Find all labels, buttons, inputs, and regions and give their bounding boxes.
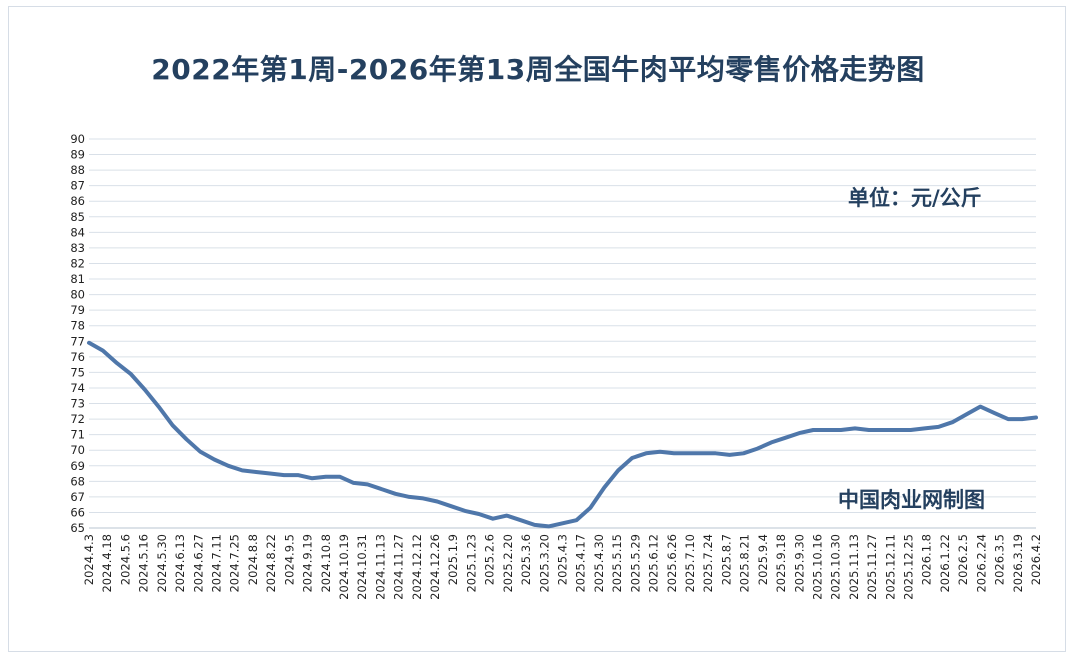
x-tick-label: 2024.6.13 <box>173 534 187 593</box>
x-tick-label: 2025.9.4 <box>756 534 770 585</box>
x-tick-label: 2025.9.30 <box>792 534 806 593</box>
x-tick-label: 2024.9.19 <box>301 534 315 593</box>
x-tick-label: 2024.7.25 <box>228 534 242 593</box>
y-tick-label: 83 <box>70 241 85 255</box>
y-tick-label: 90 <box>70 132 85 146</box>
x-tick-label: 2025.4.30 <box>592 534 606 593</box>
series-line <box>87 340 1038 529</box>
x-tick-label: 2025.10.30 <box>829 534 843 600</box>
x-tick-label: 2025.12.11 <box>883 534 897 600</box>
y-tick-label: 76 <box>70 350 85 364</box>
x-tick-label: 2024.6.27 <box>191 534 205 593</box>
y-tick-label: 78 <box>70 319 85 333</box>
y-tick-label: 88 <box>70 163 85 177</box>
x-tick-label: 2025.1.23 <box>464 534 478 593</box>
x-tick-label: 2024.8.22 <box>264 534 278 593</box>
x-tick-label: 2025.7.24 <box>701 534 715 593</box>
y-tick-label: 74 <box>70 381 85 395</box>
x-tick-label: 2025.11.27 <box>865 534 879 600</box>
x-tick-label: 2025.3.6 <box>519 534 533 585</box>
x-tick-label: 2024.10.31 <box>355 534 369 600</box>
x-tick-label: 2024.8.8 <box>246 534 260 585</box>
y-tick-label: 67 <box>70 490 85 504</box>
x-tick-label: 2025.10.16 <box>810 534 824 600</box>
y-tick-label: 72 <box>70 412 85 426</box>
x-tick-label: 2026.1.8 <box>920 534 934 585</box>
y-tick-label: 65 <box>70 521 85 535</box>
y-tick-label: 68 <box>70 474 85 488</box>
y-tick-label: 87 <box>70 179 85 193</box>
y-tick-label: 79 <box>70 303 85 317</box>
x-tick-label: 2025.11.13 <box>847 534 861 600</box>
x-tick-label: 2025.9.18 <box>774 534 788 593</box>
x-tick-label: 2026.3.5 <box>993 534 1007 585</box>
x-tick-label: 2024.5.30 <box>155 534 169 593</box>
source-label: 中国肉业网制图 <box>838 488 985 512</box>
x-tick-label: 2024.4.3 <box>82 534 96 585</box>
y-tick-label: 73 <box>70 397 85 411</box>
y-tick-label: 86 <box>70 194 85 208</box>
x-tick-label: 2025.1.9 <box>446 534 460 585</box>
x-tick-label: 2024.5.16 <box>137 534 151 593</box>
x-tick-label: 2024.10.8 <box>319 534 333 593</box>
y-tick-label: 71 <box>70 428 85 442</box>
y-tick-label: 80 <box>70 288 85 302</box>
x-tick-label: 2025.6.26 <box>665 534 679 593</box>
x-tick-label: 2024.7.11 <box>209 534 223 593</box>
y-tick-label: 69 <box>70 459 85 473</box>
x-tick-label: 2026.4.2 <box>1029 534 1043 585</box>
x-tick-label: 2025.4.3 <box>556 534 570 585</box>
y-tick-label: 89 <box>70 148 85 162</box>
x-tick-label: 2025.5.29 <box>628 534 642 593</box>
x-tick-label: 2025.3.20 <box>537 534 551 593</box>
x-tick-label: 2025.4.17 <box>574 534 588 593</box>
x-tick-label: 2026.2.24 <box>974 534 988 593</box>
y-tick-label: 82 <box>70 256 85 270</box>
x-tick-label: 2025.12.25 <box>902 534 916 600</box>
y-tick-label: 75 <box>70 365 85 379</box>
chart-frame <box>8 6 1066 652</box>
y-tick-label: 84 <box>70 225 85 239</box>
x-tick-label: 2025.8.7 <box>719 534 733 585</box>
x-tick-label: 2024.11.13 <box>373 534 387 600</box>
y-tick-label: 70 <box>70 443 85 457</box>
x-tick-label: 2025.2.20 <box>501 534 515 593</box>
y-tick-label: 66 <box>70 505 85 519</box>
x-tick-label: 2024.9.5 <box>282 534 296 585</box>
x-tick-label: 2025.7.10 <box>683 534 697 593</box>
x-tick-label: 2026.2.5 <box>956 534 970 585</box>
x-tick-label: 2026.1.22 <box>938 534 952 593</box>
chart-title: 2022年第1周-2026年第13周全国牛肉平均零售价格走势图 <box>151 53 925 86</box>
x-tick-label: 2024.10.19 <box>337 534 351 600</box>
x-tick-label: 2026.3.19 <box>1011 534 1025 593</box>
y-tick-label: 85 <box>70 210 85 224</box>
x-tick-label: 2024.5.6 <box>118 534 132 585</box>
x-tick-label: 2025.5.15 <box>610 534 624 593</box>
x-tick-label: 2025.6.12 <box>647 534 661 593</box>
x-tick-label: 2024.11.27 <box>392 534 406 600</box>
unit-label: 单位：元/公斤 <box>848 186 982 210</box>
y-tick-label: 77 <box>70 334 85 348</box>
x-tick-label: 2024.12.26 <box>428 534 442 600</box>
x-tick-label: 2024.12.12 <box>410 534 424 600</box>
x-tick-label: 2025.2.6 <box>483 534 497 585</box>
x-tick-label: 2024.4.18 <box>100 534 114 593</box>
x-tick-label: 2025.8.21 <box>738 534 752 593</box>
y-tick-label: 81 <box>70 272 85 286</box>
